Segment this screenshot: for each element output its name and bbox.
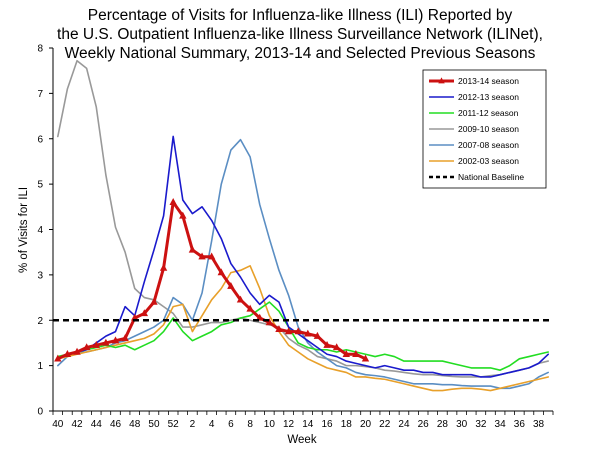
data-point-2013-14-season-19 <box>236 295 245 303</box>
x-tick-label-48: 48 <box>129 419 141 430</box>
legend-label-2002-03-season: 2002-03 season <box>458 156 519 166</box>
data-point-2013-14-season-23 <box>275 325 283 333</box>
x-tick-label-34: 34 <box>495 419 507 430</box>
series-line-2002-03-season <box>57 264 549 392</box>
legend: 2013-14 season 2012-13 season 2011-12 seas… <box>422 69 547 189</box>
legend-label-national-baseline: National Baseline <box>458 172 524 182</box>
series-line-2011-12-season <box>57 301 549 371</box>
x-tick-label-44: 44 <box>91 419 103 430</box>
x-tick-label-32: 32 <box>475 419 487 430</box>
data-point-2013-14-season-12 <box>169 198 177 205</box>
legend-marker-2013-14-season <box>438 77 445 84</box>
data-point-2013-14-season-18 <box>227 281 235 289</box>
data-point-2013-14-season-15 <box>198 252 206 260</box>
data-point-2013-14-season-20 <box>246 304 254 312</box>
x-tick-label-18: 18 <box>341 419 353 430</box>
x-tick-label-16: 16 <box>321 419 333 430</box>
y-tick-label-7: 7 <box>37 89 43 100</box>
legend-label-2009-10-season: 2009-10 season <box>458 124 519 134</box>
data-point-2013-14-season-14 <box>188 245 197 253</box>
series-line-2012-13-season <box>57 135 549 378</box>
data-point-2013-14-season-10 <box>150 297 158 305</box>
data-point-2013-14-season-32 <box>361 354 370 362</box>
y-tick-label-0: 0 <box>37 407 43 418</box>
data-point-2013-14-season-7 <box>121 334 129 342</box>
data-point-2013-14-season-3 <box>82 343 91 351</box>
legend-label-2013-14-season: 2013-14 season <box>458 76 519 86</box>
x-tick-label-52: 52 <box>168 419 180 430</box>
x-axis-label: Week <box>287 434 316 446</box>
x-tick-label-22: 22 <box>379 419 391 430</box>
data-point-2013-14-season-22 <box>265 318 274 326</box>
y-tick-label-5: 5 <box>37 180 43 191</box>
chart-title-line-2: the U.S. Outpatient Influenza-like Illne… <box>57 26 543 43</box>
x-tick-label-14: 14 <box>302 419 314 430</box>
data-point-2013-14-season-28 <box>323 340 331 348</box>
series-line-2013-14-season <box>56 200 367 361</box>
x-tick-label-30: 30 <box>456 419 468 430</box>
x-tick-label-4: 4 <box>209 419 215 430</box>
x-tick-label-26: 26 <box>418 419 430 430</box>
chart-title-line-1: Percentage of Visits for Influenza-like … <box>88 7 513 24</box>
data-point-2013-14-season-0 <box>54 354 62 362</box>
chart-title: Percentage of Visits for Influenza-like … <box>57 7 543 62</box>
data-point-2013-14-season-6 <box>111 336 120 344</box>
data-point-2013-14-season-4 <box>92 340 100 348</box>
y-axis-label: % of Visits for ILI <box>18 187 30 273</box>
x-tick-label-38: 38 <box>533 419 545 430</box>
y-tick-label-2: 2 <box>37 316 43 327</box>
x-tick-label-50: 50 <box>148 419 160 430</box>
data-point-2013-14-season-1 <box>63 350 72 357</box>
y-tick-label-3: 3 <box>37 270 43 281</box>
data-point-2013-14-season-30 <box>342 350 350 357</box>
data-point-2013-14-season-5 <box>102 338 110 346</box>
data-point-2013-14-season-24 <box>284 327 293 335</box>
x-tick-label-20: 20 <box>360 419 372 430</box>
x-tick-label-2: 2 <box>190 419 196 430</box>
x-tick-label-46: 46 <box>110 419 122 430</box>
legend-label-2012-13-season: 2012-13 season <box>458 92 519 102</box>
data-point-2013-14-season-21 <box>256 313 264 321</box>
y-tick-label-6: 6 <box>37 134 43 145</box>
x-tick-label-12: 12 <box>283 419 295 430</box>
data-point-2013-14-season-27 <box>313 331 322 339</box>
legend-label-2007-08-season: 2007-08 season <box>458 140 519 150</box>
data-point-2013-14-season-13 <box>179 211 187 219</box>
data-point-2013-14-season-29 <box>332 343 341 351</box>
x-tick-label-40: 40 <box>52 419 64 430</box>
data-point-2013-14-season-2 <box>73 347 81 355</box>
data-point-2013-14-season-9 <box>140 309 149 317</box>
y-tick-label-8: 8 <box>37 44 43 55</box>
x-tick-label-10: 10 <box>264 419 276 430</box>
series-line-2009-10-season <box>57 59 549 378</box>
chart-title-line-3: Weekly National Summary, 2013-14 and Sel… <box>65 45 536 62</box>
y-tick-label-4: 4 <box>37 225 43 236</box>
legend-label-2011-12-season: 2011-12 season <box>458 108 519 118</box>
series-line-2007-08-season <box>57 138 549 390</box>
data-point-2013-14-season-26 <box>304 329 312 337</box>
data-point-2013-14-season-16 <box>207 252 216 260</box>
data-point-2013-14-season-11 <box>159 263 168 271</box>
x-tick-label-42: 42 <box>71 419 83 430</box>
x-tick-label-36: 36 <box>514 419 526 430</box>
x-tick-label-24: 24 <box>398 419 410 430</box>
x-tick-label-6: 6 <box>228 419 234 430</box>
data-point-2013-14-season-31 <box>352 350 360 357</box>
x-tick-label-8: 8 <box>247 419 253 430</box>
x-tick-label-28: 28 <box>437 419 449 430</box>
y-tick-label-1: 1 <box>37 361 43 372</box>
data-point-2013-14-season-25 <box>294 327 302 335</box>
data-point-2013-14-season-17 <box>217 268 225 276</box>
